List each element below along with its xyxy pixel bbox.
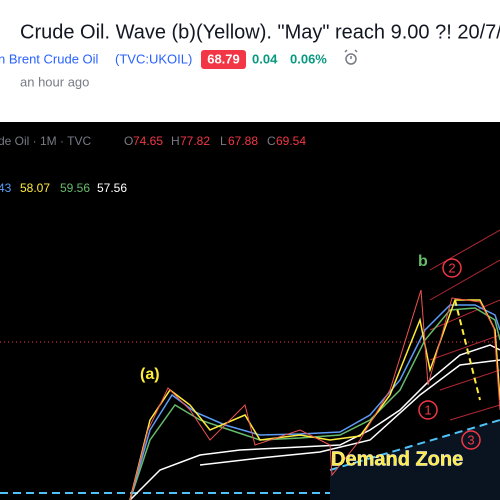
price-line bbox=[129, 289, 500, 500]
wave-number: 1 bbox=[424, 402, 431, 417]
indicator-value: 57.56 bbox=[97, 181, 127, 195]
indicator-value: 58.07 bbox=[20, 181, 50, 195]
ohlc-value: 74.65 bbox=[133, 134, 163, 148]
indicator-value: 43 bbox=[0, 181, 12, 195]
change-percent: 0.06% bbox=[290, 51, 327, 66]
symbol-code[interactable]: (TVC:UKOIL) bbox=[115, 51, 192, 66]
legend-symbol: de Oil · 1M · TVC bbox=[0, 134, 91, 148]
fib-channel bbox=[429, 229, 500, 421]
change: 0.04 bbox=[252, 51, 278, 66]
ohlc-label: O bbox=[124, 134, 133, 148]
symbol-name[interactable]: n Brent Crude Oil bbox=[0, 51, 99, 66]
demand-zone-box bbox=[330, 420, 500, 500]
wave-number: 3 bbox=[467, 432, 474, 447]
ma-white-2 bbox=[199, 359, 500, 466]
ohlc: O 74.65 H 77.82 L 67.88 C 69.54 bbox=[124, 134, 306, 148]
ma-blue bbox=[129, 304, 500, 500]
ohlc-value: 77.82 bbox=[180, 134, 210, 148]
ma-green bbox=[129, 307, 500, 500]
wave-circles bbox=[418, 258, 481, 450]
alert-icon[interactable] bbox=[344, 49, 358, 65]
ohlc-value: 67.88 bbox=[228, 134, 258, 148]
price-badge bbox=[201, 50, 246, 69]
indicators: 43 58.07 59.56 57.56 bbox=[0, 181, 127, 195]
ma-white bbox=[129, 344, 500, 500]
demand-zone-label: Demand Zone bbox=[331, 448, 463, 470]
wave-number: 2 bbox=[448, 260, 455, 275]
indicator-value: 59.56 bbox=[60, 181, 90, 195]
ohlc-label: H bbox=[171, 134, 180, 148]
ohlc-label: L bbox=[220, 134, 227, 148]
ohlc-value: 69.54 bbox=[276, 134, 306, 148]
trend-line bbox=[329, 419, 500, 471]
idea-title[interactable]: Crude Oil. Wave (b)(Yellow). "May" reach… bbox=[20, 21, 500, 43]
ohlc-label: C bbox=[267, 134, 276, 148]
wave-path bbox=[454, 299, 481, 401]
wave-label: (a) bbox=[140, 366, 160, 383]
price: 68.79 bbox=[207, 51, 240, 66]
time: an hour ago bbox=[20, 74, 89, 89]
moving-averages bbox=[129, 289, 500, 500]
wave-label: b bbox=[418, 253, 428, 270]
